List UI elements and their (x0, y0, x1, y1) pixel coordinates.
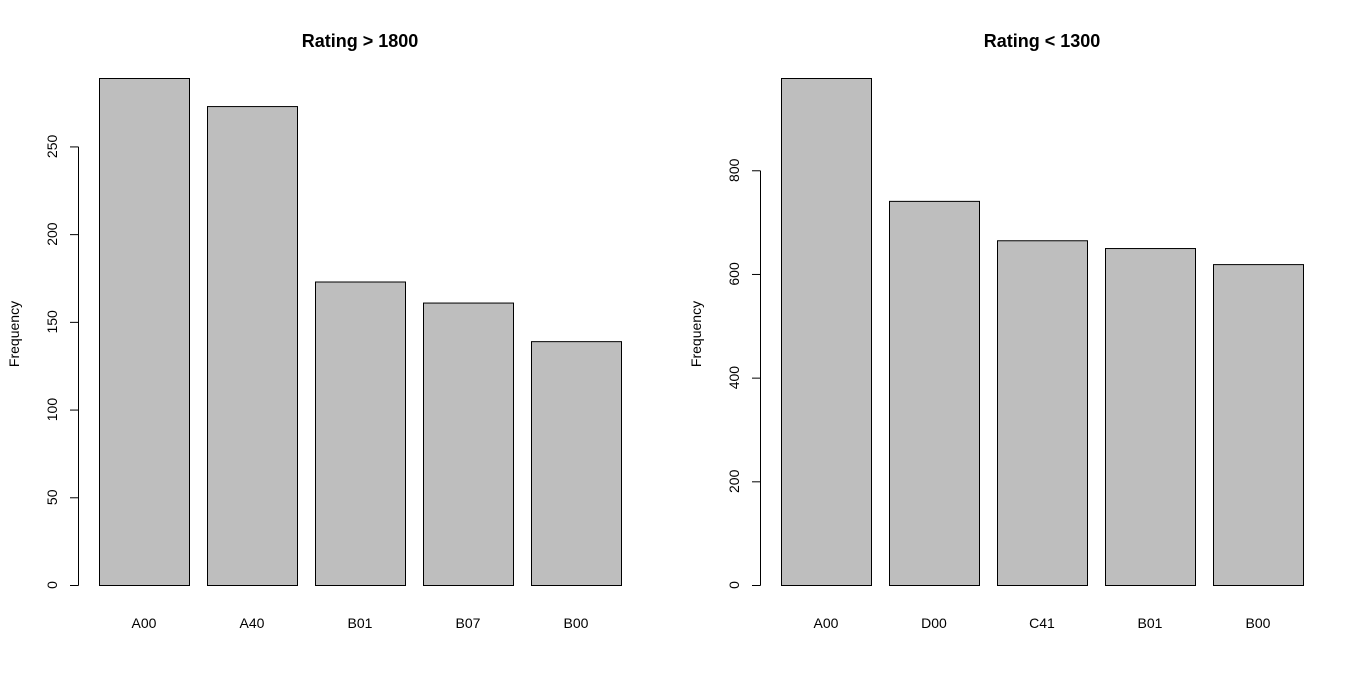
bars (99, 78, 622, 587)
y-tick-label: 250 (44, 135, 60, 159)
x-tick-label: B01 (1138, 615, 1163, 631)
y-axis: 0 200 400 600 800 (726, 158, 761, 589)
x-tick-label: D00 (921, 615, 947, 631)
y-tick-label: 200 (44, 222, 60, 246)
x-tick-label: B00 (564, 615, 589, 631)
x-tick-label: A00 (132, 615, 157, 631)
y-axis-label: Frequency (6, 301, 22, 367)
x-tick-label: B07 (456, 615, 481, 631)
y-tick-label: 800 (726, 158, 742, 182)
y-tick-label: 200 (726, 469, 742, 493)
x-tick-label: B00 (1246, 615, 1271, 631)
y-tick-label: 50 (44, 489, 60, 505)
x-tick-labels: A00 A40 B01 B07 B00 (132, 615, 589, 631)
bar-b07 (423, 302, 514, 586)
chart-title: Rating > 1800 (302, 31, 419, 51)
chart-panel-rating-below-1300: Rating < 1300 Frequency 0 200 400 600 800 A0… (688, 31, 1304, 631)
y-tick-label: 600 (726, 262, 742, 286)
bar-b00 (1213, 264, 1304, 586)
x-tick-label: A40 (240, 615, 265, 631)
y-tick-label: 0 (44, 581, 60, 589)
bar-c41 (997, 240, 1088, 586)
y-tick-label: 400 (726, 366, 742, 390)
bar-b01 (1105, 248, 1196, 586)
bar-d00 (889, 200, 980, 586)
bar-b00 (531, 341, 622, 587)
bar-b01 (315, 281, 406, 586)
x-tick-label: B01 (348, 615, 373, 631)
y-tick-label: 100 (44, 398, 60, 422)
y-axis-label: Frequency (688, 301, 704, 367)
chart-panel-rating-above-1800: Rating > 1800 Frequency 050100150200250 … (6, 31, 622, 631)
bar-a00 (781, 78, 872, 586)
bar-a40 (207, 106, 298, 586)
y-tick-label: 150 (44, 310, 60, 334)
y-axis: 0 50 100 150 200 250 (44, 135, 79, 589)
chart-title: Rating < 1300 (984, 31, 1101, 51)
y-tick-label: 0 (726, 581, 742, 589)
bars (781, 78, 1304, 586)
x-tick-labels: A00 D00 C41 B01 B00 (814, 615, 1271, 631)
x-tick-label: C41 (1029, 615, 1055, 631)
x-tick-label: A00 (814, 615, 839, 631)
bar-a00 (99, 78, 190, 586)
